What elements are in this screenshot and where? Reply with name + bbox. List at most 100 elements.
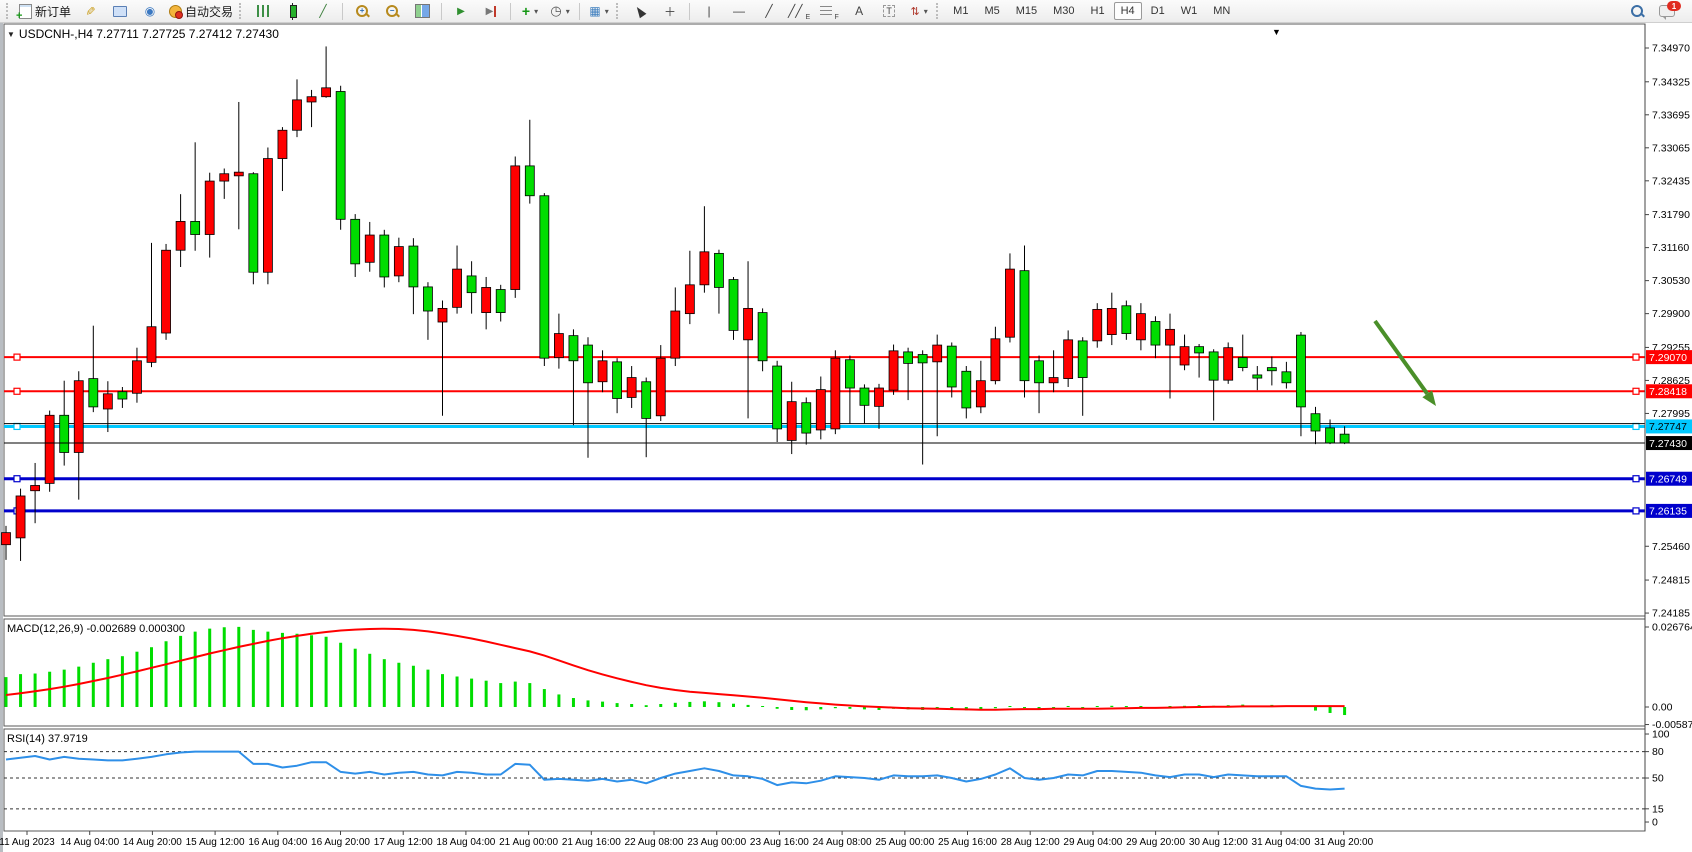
time-tick-label: 16 Aug 20:00 — [311, 837, 370, 848]
candle-body — [321, 87, 332, 98]
candle-body — [423, 286, 433, 312]
candle-body — [1092, 309, 1103, 342]
time-axis[interactable]: 11 Aug 2023 14 Aug 04:00 14 Aug 20:00 15 Au… — [0, 831, 1374, 848]
templates-button[interactable]: ▦ ▾ — [589, 4, 609, 18]
candle-body — [1034, 360, 1044, 384]
indicators-button[interactable]: + ▾ — [521, 3, 539, 19]
candle-body — [1237, 357, 1248, 368]
hline-marker[interactable] — [13, 475, 21, 483]
zoom-out-button[interactable]: − — [377, 0, 407, 22]
notifications-button[interactable]: 1 — [1652, 0, 1682, 22]
arrows-button[interactable]: ⇅ ▾ — [910, 5, 928, 18]
candle-body — [393, 246, 404, 277]
candle-body — [932, 344, 943, 363]
candle-body — [699, 251, 710, 286]
timeframe-H1[interactable]: H1 — [1090, 5, 1105, 17]
candle-body — [1223, 347, 1234, 381]
candle-body — [903, 351, 913, 364]
vertical-line-button[interactable]: | — [694, 0, 724, 22]
new-order-button[interactable]: + 新订单 — [15, 0, 75, 22]
bar-chart-button[interactable] — [248, 0, 278, 22]
line-chart-button[interactable]: ╱ — [308, 0, 338, 22]
search-button[interactable] — [1622, 0, 1652, 22]
chart-menu-arrow-icon[interactable]: ▼ — [7, 30, 15, 39]
signals-icon: ◉ — [144, 4, 156, 18]
candle-body — [1325, 427, 1335, 444]
periods-button[interactable]: ◷ ▾ — [550, 3, 570, 18]
zoom-in-button[interactable]: + — [347, 0, 377, 22]
price-badge — [1646, 503, 1692, 518]
label-button[interactable]: T — [874, 0, 904, 22]
cursor-button[interactable] — [625, 0, 655, 22]
hline-marker[interactable] — [1632, 507, 1640, 515]
market-watch-button[interactable] — [105, 0, 135, 22]
toolbar-grip[interactable] — [936, 3, 941, 19]
price-tick-label: 7.28625 — [1652, 375, 1690, 387]
price-axis[interactable]: 7.34970 7.34325 7.33695 7.33065 7.32435 7.317… — [1644, 24, 1692, 831]
macd-pane[interactable] — [3, 618, 1646, 727]
hline-marker[interactable] — [1632, 387, 1640, 395]
hline-marker[interactable] — [13, 422, 21, 431]
chart-shift-marker-icon[interactable]: ▼ — [1272, 27, 1281, 37]
auto-scroll-button[interactable]: ▶ — [446, 0, 476, 22]
hline-marker[interactable] — [1632, 475, 1640, 483]
candle-body — [845, 359, 855, 389]
candle-body — [364, 234, 375, 263]
candle-body — [1150, 321, 1161, 346]
timeframe-M5[interactable]: M5 — [984, 5, 1000, 17]
timeframe-M1[interactable]: M1 — [953, 5, 969, 17]
hline-marker[interactable] — [1632, 422, 1640, 431]
trend-arrow-line[interactable] — [1373, 319, 1429, 395]
hline-marker[interactable] — [13, 353, 21, 361]
timeframe-MN[interactable]: MN — [1213, 5, 1231, 17]
chart-shift-button[interactable]: ▶ — [476, 0, 506, 22]
line-chart-icon: ╱ — [319, 4, 327, 18]
new-order-label: 新订单 — [35, 4, 72, 19]
candle-body — [597, 360, 608, 383]
hline-marker[interactable] — [13, 387, 21, 395]
signals-button[interactable]: ◉ — [135, 0, 165, 22]
candle-body — [1005, 268, 1015, 338]
timeframe-D1[interactable]: D1 — [1150, 5, 1165, 17]
fibonacci-button[interactable]: F — [814, 0, 844, 22]
hline-marker[interactable] — [1632, 353, 1640, 361]
toolbar-grip[interactable] — [616, 3, 621, 19]
candle-body — [1048, 377, 1059, 384]
time-tick-label: 24 Aug 08:00 — [813, 837, 872, 848]
candle-body — [117, 391, 128, 400]
toolbar-grip[interactable] — [239, 3, 244, 19]
time-tick-label: 31 Aug 20:00 — [1314, 837, 1373, 848]
time-tick-label: 25 Aug 16:00 — [938, 837, 997, 848]
autotrading-button[interactable]: 自动交易 — [165, 0, 237, 22]
time-tick-label: 21 Aug 16:00 — [562, 837, 621, 848]
candle-body — [743, 307, 753, 341]
price-chart-canvas[interactable]: 7.34970 7.34325 7.33695 7.33065 7.32435 7.317… — [0, 23, 1692, 852]
toolbar-grip[interactable] — [6, 3, 11, 19]
trendline-button[interactable]: ╱ — [754, 0, 784, 22]
timeframe-M30[interactable]: M30 — [1053, 5, 1075, 17]
text-button[interactable]: A — [844, 0, 874, 22]
timeframe-W1[interactable]: W1 — [1180, 5, 1198, 17]
horizontal-line-button[interactable]: — — [724, 0, 754, 22]
timeframe-M15[interactable]: M15 — [1015, 5, 1038, 17]
price-badge — [1646, 471, 1692, 486]
crosshair-button[interactable]: ＋ — [655, 0, 685, 22]
channel-button[interactable]: ╱╱ E — [788, 4, 811, 21]
price-tick-label: 7.32435 — [1652, 175, 1690, 187]
candle-body — [757, 312, 768, 362]
trend-arrow-head[interactable] — [1422, 390, 1436, 406]
timeframe-H4[interactable]: H4 — [1113, 2, 1142, 20]
tile-windows-button[interactable] — [407, 0, 437, 22]
highlighter-button[interactable]: ✎ — [75, 0, 105, 22]
crosshair-icon: ＋ — [664, 4, 677, 19]
price-badge-label: 7.27747 — [1649, 421, 1687, 433]
candlestick-button[interactable] — [278, 0, 308, 22]
auto-scroll-icon: ▶ — [457, 5, 465, 17]
price-tick-label: 7.31790 — [1652, 209, 1690, 221]
candle-body — [1339, 433, 1350, 444]
candle-body — [452, 268, 462, 308]
candle-body — [132, 360, 142, 394]
main-pane[interactable] — [3, 23, 1646, 617]
candle-body — [1136, 313, 1146, 341]
candle-body — [786, 401, 797, 441]
